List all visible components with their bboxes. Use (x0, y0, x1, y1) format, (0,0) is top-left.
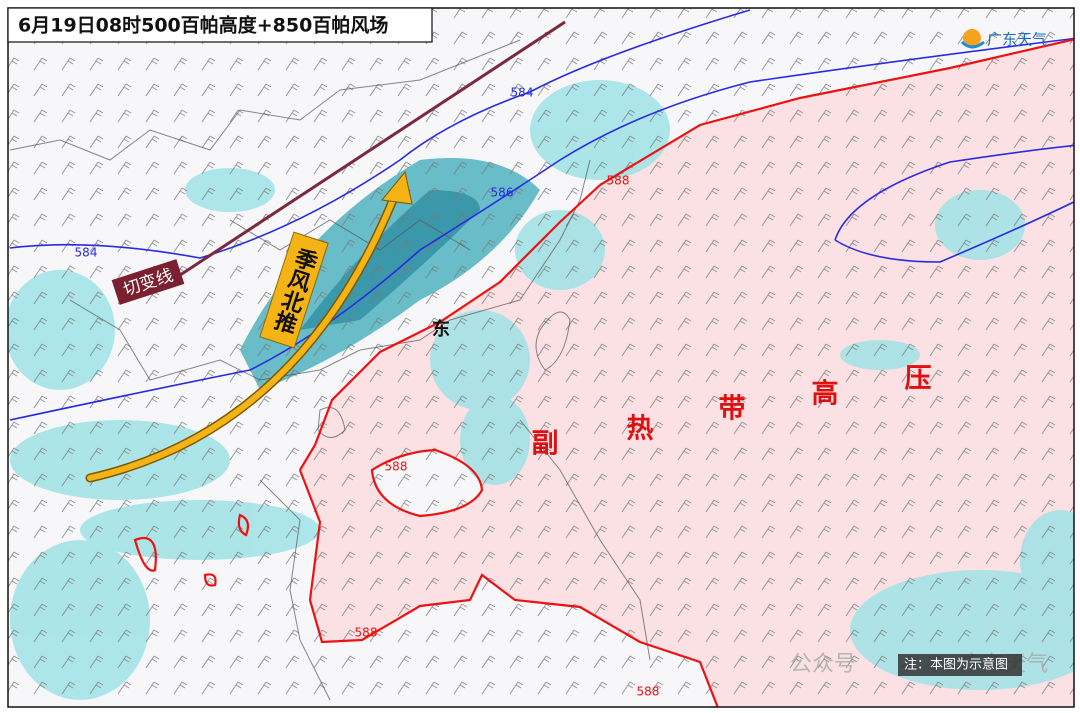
contour-label: 588 (385, 460, 408, 474)
contour-labels: 584 584 586 588 588 588 588 (75, 86, 660, 699)
monsoon-arrow (87, 192, 398, 481)
high-char: 副 (532, 429, 559, 460)
high-label: 副 热 带 高 压 (532, 364, 932, 460)
borders (9, 39, 651, 701)
logo-text: 广东天气 (987, 31, 1047, 49)
contour-label: 588 (355, 626, 378, 640)
588-contours (133, 38, 1074, 707)
monsoon-label: 季风北推 (259, 231, 329, 349)
high-char: 压 (905, 364, 932, 395)
contour-label: 586 (491, 186, 514, 200)
shear-line (164, 20, 566, 287)
province-label: 东 (432, 318, 450, 340)
high-char: 热 (627, 414, 654, 445)
height-contours (9, 9, 1074, 421)
note: 注：本图为示意图 (904, 657, 1008, 673)
high-char: 高 (812, 378, 839, 410)
logo-icon (963, 29, 981, 47)
logo-wave (960, 40, 985, 49)
logo: 广东天气 (960, 29, 1047, 49)
contour-label: 588 (607, 174, 630, 188)
note-box (898, 654, 1022, 676)
contour-label: 584 (511, 86, 534, 100)
watermark-account: 公众号 (790, 652, 856, 677)
monsoon-label-box (259, 231, 329, 349)
contour-label: 588 (637, 685, 660, 699)
map-frame (7, 7, 1075, 708)
title-box (7, 7, 433, 43)
contour-label: 584 (75, 246, 98, 260)
high-char: 带 (719, 394, 746, 425)
title: 6月19日08时500百帕高度+850百帕风场 (18, 14, 388, 37)
monsoon-arrowhead (381, 170, 413, 205)
shear-label-box (111, 259, 185, 305)
